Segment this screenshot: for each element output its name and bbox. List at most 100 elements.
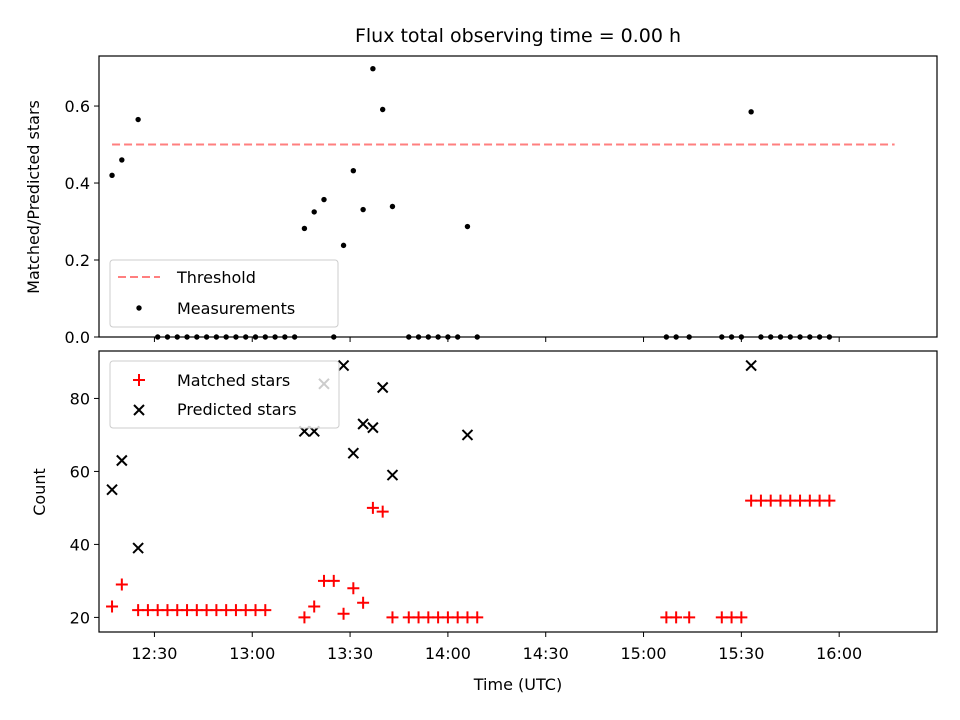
matched-star-point — [298, 611, 311, 624]
predicted-star-point — [116, 454, 128, 467]
top-y-ticks: 0.0 0.2 0.4 0.6 — [65, 97, 99, 347]
predicted-star-point — [386, 469, 399, 481]
x-tick-label: 13:30 — [327, 644, 373, 663]
legend-matched-label: Matched stars — [177, 371, 290, 390]
matched-star-point — [471, 611, 484, 624]
matched-star-point — [337, 607, 350, 620]
chart-title: Flux total observing time = 0.00 h — [355, 25, 681, 47]
measurement-point — [379, 106, 386, 113]
measurement-point — [194, 334, 200, 340]
measurement-point — [291, 334, 298, 340]
predicted-star-point — [337, 359, 350, 372]
measurement-point — [663, 334, 670, 340]
x-tick-label: 16:00 — [816, 644, 862, 663]
measurement-point — [454, 334, 461, 340]
predicted-star-point — [367, 421, 379, 434]
measurement-point — [816, 334, 823, 340]
top-plot-frame — [98, 55, 938, 338]
measurement-point — [673, 334, 679, 340]
measurement-point — [686, 334, 692, 340]
matched-star-point — [357, 596, 370, 609]
x-tick-label: 14:00 — [425, 644, 471, 663]
matched-star-point — [735, 611, 748, 624]
measurement-point — [787, 334, 793, 340]
predicted-star-point — [347, 447, 360, 459]
bottom-x-ticks: 12:30 13:00 13:30 14:00 14:30 15:00 15:30 16:00 — [131, 632, 862, 663]
x-tick-label: 15:30 — [718, 644, 764, 663]
x-tick-label: 13:00 — [229, 644, 275, 663]
predicted-star-point — [376, 381, 389, 394]
measurement-point — [464, 223, 471, 230]
bottom-plot-frame — [98, 350, 938, 633]
matched-star-point — [115, 578, 128, 591]
measurement-point — [311, 209, 317, 215]
measurement-point — [768, 334, 774, 340]
measurement-point — [445, 334, 451, 340]
legend-measurements-swatch — [136, 305, 142, 311]
x-axis-label: Time (UTC) — [473, 675, 562, 694]
measurement-point — [321, 196, 327, 203]
measurement-point — [282, 334, 288, 340]
top-y-tick-label: 0.6 — [65, 97, 90, 116]
measurement-point — [719, 334, 725, 340]
measurement-point — [370, 66, 376, 72]
matched-star-point — [347, 582, 360, 595]
measurement-point — [213, 334, 220, 340]
measurement-point — [350, 168, 357, 174]
measurement-point — [174, 334, 180, 340]
measurement-point — [777, 334, 784, 340]
legend-matched-swatch — [133, 374, 145, 386]
measurement-point — [262, 334, 268, 340]
bottom-legend-box — [109, 360, 340, 429]
top-legend-box — [109, 259, 339, 328]
measurement-point — [272, 334, 278, 340]
matched-star-point — [683, 611, 696, 624]
bottom-y-tick-label: 40 — [70, 535, 90, 554]
top-legend: Threshold Measurements — [109, 259, 339, 328]
matched-star-point — [366, 501, 379, 514]
legend-threshold-label: Threshold — [176, 268, 256, 287]
measurement-point — [807, 334, 813, 340]
matched-star-point — [308, 600, 321, 613]
legend-measurements-label: Measurements — [177, 299, 295, 318]
measurement-point — [109, 172, 115, 179]
measurement-point — [435, 334, 441, 340]
measurement-point — [135, 116, 141, 123]
x-tick-label: 15:00 — [620, 644, 666, 663]
measurement-point — [331, 334, 337, 340]
measurement-point — [340, 242, 347, 249]
legend-predicted-swatch — [133, 404, 145, 416]
x-tick-label: 12:30 — [131, 644, 177, 663]
bottom-y-tick-label: 60 — [70, 462, 90, 481]
measurement-points — [109, 66, 833, 340]
measurement-point — [252, 334, 259, 340]
matched-star-point — [386, 611, 399, 624]
legend-predicted-label: Predicted stars — [177, 400, 297, 419]
measurement-point — [164, 334, 171, 340]
predicted-star-point — [357, 418, 369, 430]
matched-star-point — [327, 574, 340, 587]
top-panel: 0.0 0.2 0.4 0.6 Matched/Predicted stars Thr… — [24, 55, 938, 347]
measurement-point — [738, 334, 745, 340]
x-tick-label: 14:30 — [523, 644, 569, 663]
matched-star-point — [670, 611, 683, 624]
bottom-y-axis-label: Count — [30, 468, 49, 516]
measurement-point — [154, 334, 161, 340]
measurement-point — [415, 334, 422, 340]
measurement-point — [203, 334, 210, 340]
measurement-point — [360, 206, 366, 213]
measurement-point — [223, 334, 229, 340]
matched-star-point — [106, 600, 119, 613]
measurement-point — [728, 334, 735, 340]
predicted-star-point — [745, 359, 757, 372]
measurement-point — [797, 334, 803, 340]
measurement-point — [233, 334, 239, 340]
measurement-point — [474, 334, 480, 340]
top-y-tick-label: 0.2 — [65, 251, 90, 270]
bottom-y-tick-label: 80 — [70, 389, 90, 408]
measurement-point — [748, 109, 754, 115]
measurement-point — [389, 203, 396, 210]
